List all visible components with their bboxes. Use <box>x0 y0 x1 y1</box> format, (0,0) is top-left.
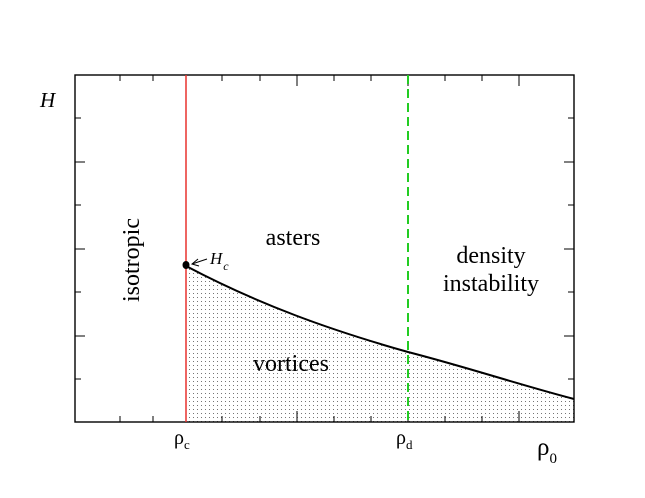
density-instability-label-line2: instability <box>443 271 539 297</box>
x-axis-ticks-top <box>119 75 520 86</box>
critical-point-dot <box>182 261 190 269</box>
vortices-region-label: vortices <box>253 351 329 377</box>
rho-c-tick-label: ρc <box>174 427 190 452</box>
y-axis-ticks-right <box>564 117 574 380</box>
rho-d-tick-label: ρd <box>396 427 413 452</box>
y-axis-label: H <box>39 88 57 112</box>
isotropic-region-label: isotropic <box>119 218 145 302</box>
asters-region-label: asters <box>266 225 321 251</box>
vortex-aster-boundary-curve <box>185 265 575 400</box>
y-axis-ticks <box>75 117 85 380</box>
x-axis-label: ρ0 <box>537 434 557 467</box>
critical-point-arrow <box>190 258 208 267</box>
density-instability-label-line1: density <box>456 243 525 269</box>
critical-point-label: Hc <box>209 249 229 273</box>
